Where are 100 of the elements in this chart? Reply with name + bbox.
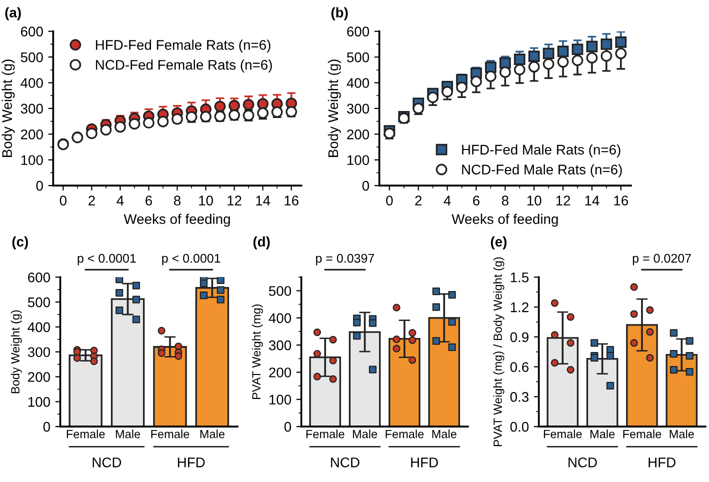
series-label: Female: [544, 430, 582, 438]
text: Female: [386, 430, 424, 438]
y-tick-label: 600: [28, 272, 50, 282]
point: [514, 64, 526, 76]
x-tick-label: 0: [60, 196, 66, 206]
y-axis-title: PVAT Weight (mg): [252, 304, 263, 400]
point: [499, 66, 511, 78]
y-tick-label: 0: [362, 180, 370, 191]
legend-label: NCD-Fed Male Rats (n=6): [462, 164, 622, 178]
y-axis-title: PVAT Weight (mg) / Body Weight (g): [493, 257, 504, 446]
y-tick-label: 200: [347, 129, 370, 140]
y-tick-label: 100: [28, 397, 50, 407]
point: [600, 38, 612, 50]
point: [542, 58, 554, 70]
x-tick-label: 0: [386, 196, 393, 206]
x-tick-label: HFD: [411, 458, 438, 468]
y-axis-title: Body Weight (g): [2, 60, 15, 157]
y-tick-label: 300: [346, 104, 370, 114]
point: [427, 92, 439, 104]
point: [186, 111, 198, 123]
x-tick-label: HFD: [648, 458, 676, 468]
x-tick-label: NCD: [92, 457, 122, 468]
x-tick-label: 12: [556, 196, 570, 206]
point: [586, 40, 598, 52]
point: [572, 54, 584, 66]
point: [470, 76, 482, 88]
point: [557, 56, 569, 68]
x-tick-label: 16: [614, 196, 628, 206]
y-tick-label: 100: [347, 155, 370, 166]
y-axis-title: Body Weight (g): [328, 60, 341, 157]
point: [542, 48, 554, 60]
legend-label: NCD-Fed Female Rats (n=6): [96, 60, 272, 72]
text: Male: [200, 430, 224, 438]
series-label: Male: [352, 430, 378, 438]
x-tick-label: 14: [585, 196, 600, 206]
chart-title: (b): [331, 7, 348, 20]
chart-title: (e): [490, 236, 507, 250]
x-tick-label: 6: [146, 196, 152, 206]
x-tick-label: 10: [527, 196, 542, 206]
point: [528, 50, 540, 62]
point: [514, 54, 526, 66]
text: Female: [623, 430, 662, 438]
point: [172, 113, 183, 125]
point: [557, 46, 569, 58]
chart-title: (a): [5, 7, 21, 20]
text: p < 0.0001: [78, 254, 136, 266]
point: [242, 98, 254, 110]
y-tick-label: 400: [268, 313, 292, 324]
x-tick-label: 8: [502, 196, 508, 206]
y-tick-label: 1.5: [510, 272, 529, 282]
point: [128, 118, 140, 130]
y-tick-label: 600: [20, 26, 43, 36]
x-tick-label: 2: [88, 196, 95, 206]
legend-label: HFD-Fed Female Rats (n=6): [96, 40, 270, 53]
text: p < 0.0001: [162, 254, 220, 266]
y-tick-label: 100: [21, 155, 43, 166]
chart-title: (c): [12, 236, 28, 250]
y-tick-label: 0: [284, 422, 292, 432]
y-tick-label: 100: [269, 394, 292, 405]
x-axis-title: Weeks of feeding: [452, 214, 558, 227]
y-tick-label: 400: [20, 78, 43, 88]
y-tick-label: 300: [20, 104, 43, 114]
y-tick-label: 300: [268, 340, 292, 350]
x-tick-label: 14: [256, 196, 270, 206]
point: [412, 102, 424, 114]
series-label: Female: [306, 430, 344, 438]
series-label: Female: [66, 430, 105, 438]
y-tick-label: 400: [346, 78, 370, 88]
y-tick-label: 200: [269, 368, 292, 378]
text: Female: [151, 430, 190, 438]
text: Male: [670, 430, 694, 438]
point: [257, 98, 269, 110]
point: [100, 124, 112, 136]
x-tick-label: 16: [284, 196, 298, 206]
y-tick-label: 300: [28, 347, 50, 358]
y-tick-label: 500: [268, 286, 292, 296]
point: [114, 121, 126, 133]
x-tick-label: 12: [228, 196, 242, 206]
point: [586, 52, 598, 64]
x-tick-label: 4: [116, 196, 124, 206]
point: [384, 128, 396, 140]
x-axis-title: Weeks of feeding: [124, 214, 230, 227]
y-tick-label: 500: [28, 297, 50, 308]
chart-title: (d): [253, 236, 270, 250]
x-tick-label: 2: [415, 196, 422, 206]
series-label: Male: [116, 430, 140, 438]
y-tick-label: 0.3: [510, 392, 529, 402]
y-tick-label: 0: [43, 422, 50, 432]
y-tick-label: 1.2: [510, 302, 528, 312]
y-axis-title: Body Weight (g): [10, 310, 22, 394]
y-tick-label: 0.9: [510, 332, 528, 342]
text: p = 0.0397: [316, 254, 374, 266]
point: [572, 44, 584, 56]
text: Male: [432, 430, 456, 438]
point: [143, 117, 154, 129]
y-tick-label: 0.0: [510, 422, 529, 432]
point: [157, 116, 169, 128]
point: [86, 128, 98, 140]
series-label: Male: [590, 430, 615, 438]
point: [600, 50, 612, 62]
